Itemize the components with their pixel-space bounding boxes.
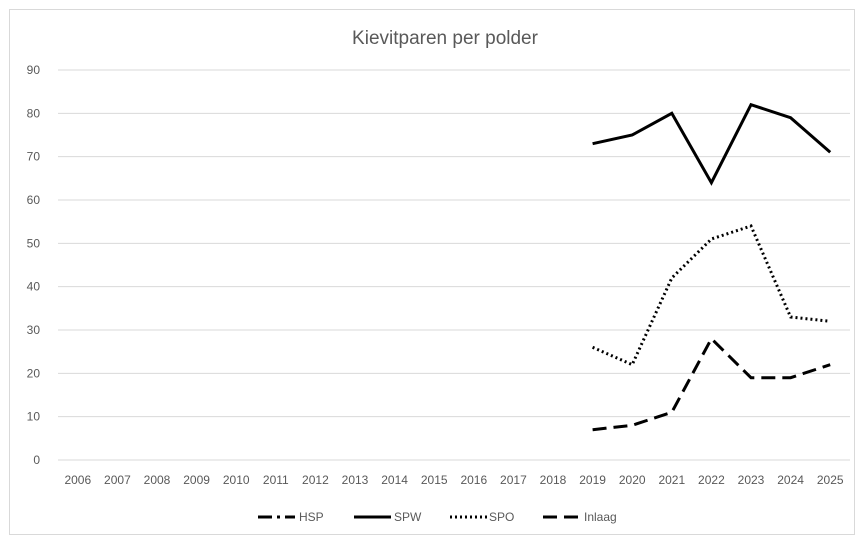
x-tick-label-2024: 2024 [777,473,804,487]
legend-label-SPW: SPW [394,510,422,524]
x-tick-label-2006: 2006 [64,473,91,487]
series-line-SPO [591,224,831,367]
x-tick-label-2009: 2009 [183,473,210,487]
series-line-SPW [592,102,832,186]
y-tick-label-30: 30 [27,323,41,337]
series-Inlaag [592,336,831,432]
x-tick-label-2017: 2017 [500,473,527,487]
gridlines [58,69,850,461]
legend-item-SPO: SPO [450,510,514,524]
chart-frame [9,9,855,535]
x-tick-label-2025: 2025 [817,473,844,487]
x-tick-label-2013: 2013 [342,473,369,487]
x-tick-label-2021: 2021 [658,473,685,487]
legend-label-HSP: HSP [299,510,324,524]
x-tick-label-2014: 2014 [381,473,408,487]
x-tick-label-2010: 2010 [223,473,250,487]
x-tick-label-2015: 2015 [421,473,448,487]
x-tick-label-2012: 2012 [302,473,329,487]
x-tick-label-2007: 2007 [104,473,131,487]
legend-label-Inlaag: Inlaag [584,510,617,524]
x-axis-tick-labels: 2006 2007 2008 2009 2010 2011 2012 2013 2014 2015… [64,473,843,487]
x-tick-label-2022: 2022 [698,473,725,487]
y-tick-label-20: 20 [27,366,41,380]
y-tick-label-50: 50 [27,236,41,250]
y-tick-label-80: 80 [27,106,41,120]
x-tick-label-2016: 2016 [460,473,487,487]
x-tick-label-2023: 2023 [738,473,765,487]
chart-title: Kievitparen per polder [352,28,539,49]
series-SPO [591,224,831,367]
x-tick-label-2020: 2020 [619,473,646,487]
x-tick-label-2011: 2011 [263,473,289,487]
y-axis-tick-labels: 0 10 20 30 40 50 60 70 80 90 [27,63,41,467]
legend-item-SPW: SPW [354,510,422,524]
legend: HSP SPW SPO Inlaag [258,510,617,524]
series-SPW [592,102,832,186]
y-tick-label-40: 40 [27,280,41,294]
y-tick-label-60: 60 [27,193,41,207]
legend-item-Inlaag: Inlaag [543,510,617,524]
legend-label-SPO: SPO [489,510,514,524]
series-line-Inlaag [592,336,831,432]
series-lines [591,102,832,432]
x-tick-label-2008: 2008 [144,473,171,487]
x-tick-label-2019: 2019 [579,473,606,487]
y-tick-label-90: 90 [27,63,41,77]
y-tick-label-70: 70 [27,150,41,164]
y-tick-label-10: 10 [27,410,41,424]
x-tick-label-2018: 2018 [540,473,567,487]
y-tick-label-0: 0 [33,453,40,467]
legend-item-HSP: HSP [258,510,324,524]
